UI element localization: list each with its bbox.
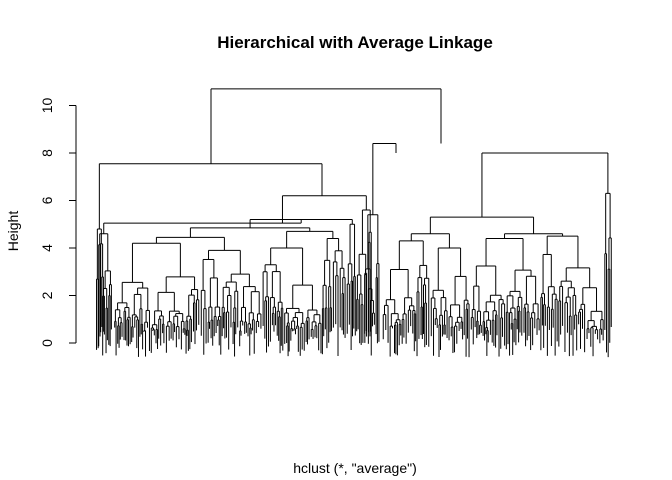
- dendrogram-links: [96, 88, 612, 358]
- y-tick-label: 6: [39, 196, 55, 204]
- y-tick-label: 4: [39, 244, 55, 252]
- y-tick-label: 10: [39, 98, 55, 114]
- y-axis: 0 2 4 6 8 10: [39, 98, 77, 347]
- x-axis-label: hclust (*, "average"): [293, 460, 417, 476]
- chart-title: Hierarchical with Average Linkage: [217, 33, 493, 52]
- y-tick-label: 2: [39, 291, 55, 299]
- y-axis-label: Height: [5, 211, 21, 252]
- y-tick-label: 8: [39, 149, 55, 157]
- y-tick-label: 0: [39, 339, 55, 347]
